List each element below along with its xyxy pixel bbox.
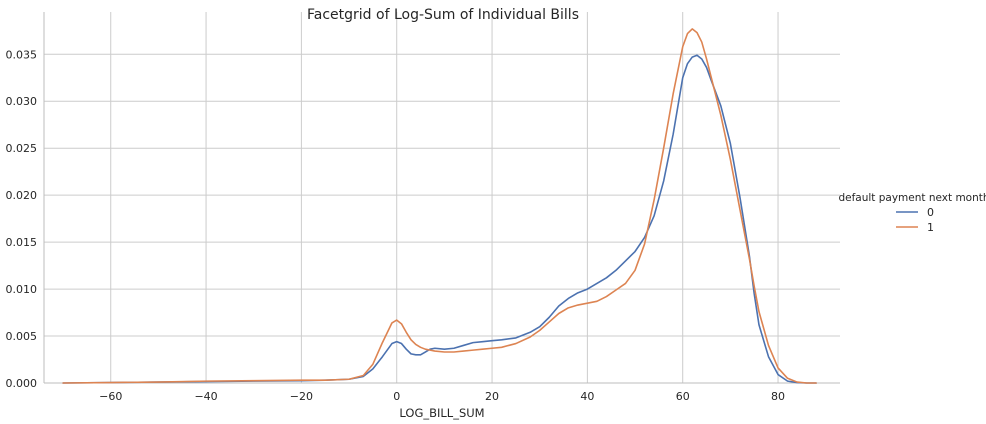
y-tick-label: 0.035 <box>6 48 38 61</box>
y-tick-label: 0.030 <box>6 95 38 108</box>
x-tick-label: 40 <box>580 390 594 403</box>
x-tick-label: −60 <box>99 390 122 403</box>
grid <box>44 12 840 383</box>
y-tick-label: 0.005 <box>6 330 38 343</box>
x-tick-label: 80 <box>771 390 785 403</box>
legend-label-0: 0 <box>927 206 934 219</box>
tick-labels: −60 −40 −20 0 20 40 60 80 0.000 0.005 0.010 0.015 0.… <box>6 48 786 403</box>
legend-items: 01 <box>896 206 934 234</box>
y-tick-label: 0.025 <box>6 142 38 155</box>
legend: default payment next month 01 <box>838 192 986 234</box>
x-tick-label: 20 <box>485 390 499 403</box>
x-tick-label: −40 <box>194 390 217 403</box>
legend-label-1: 1 <box>927 221 934 234</box>
series-line-1 <box>62 28 817 384</box>
y-tick-label: 0.020 <box>6 189 38 202</box>
x-tick-label: −20 <box>290 390 313 403</box>
x-tick-label: 60 <box>676 390 690 403</box>
series-lines <box>62 28 817 384</box>
legend-title: default payment next month <box>838 192 986 204</box>
axes <box>43 12 840 384</box>
y-tick-label: 0.000 <box>6 377 38 390</box>
series-line-0 <box>62 54 817 384</box>
y-tick-label: 0.010 <box>6 283 38 296</box>
chart-title: Facetgrid of Log-Sum of Individual Bills <box>307 7 579 23</box>
x-tick-label: 0 <box>393 390 400 403</box>
x-axis-label: LOG_BILL_SUM <box>399 406 484 420</box>
y-tick-label: 0.015 <box>6 236 38 249</box>
